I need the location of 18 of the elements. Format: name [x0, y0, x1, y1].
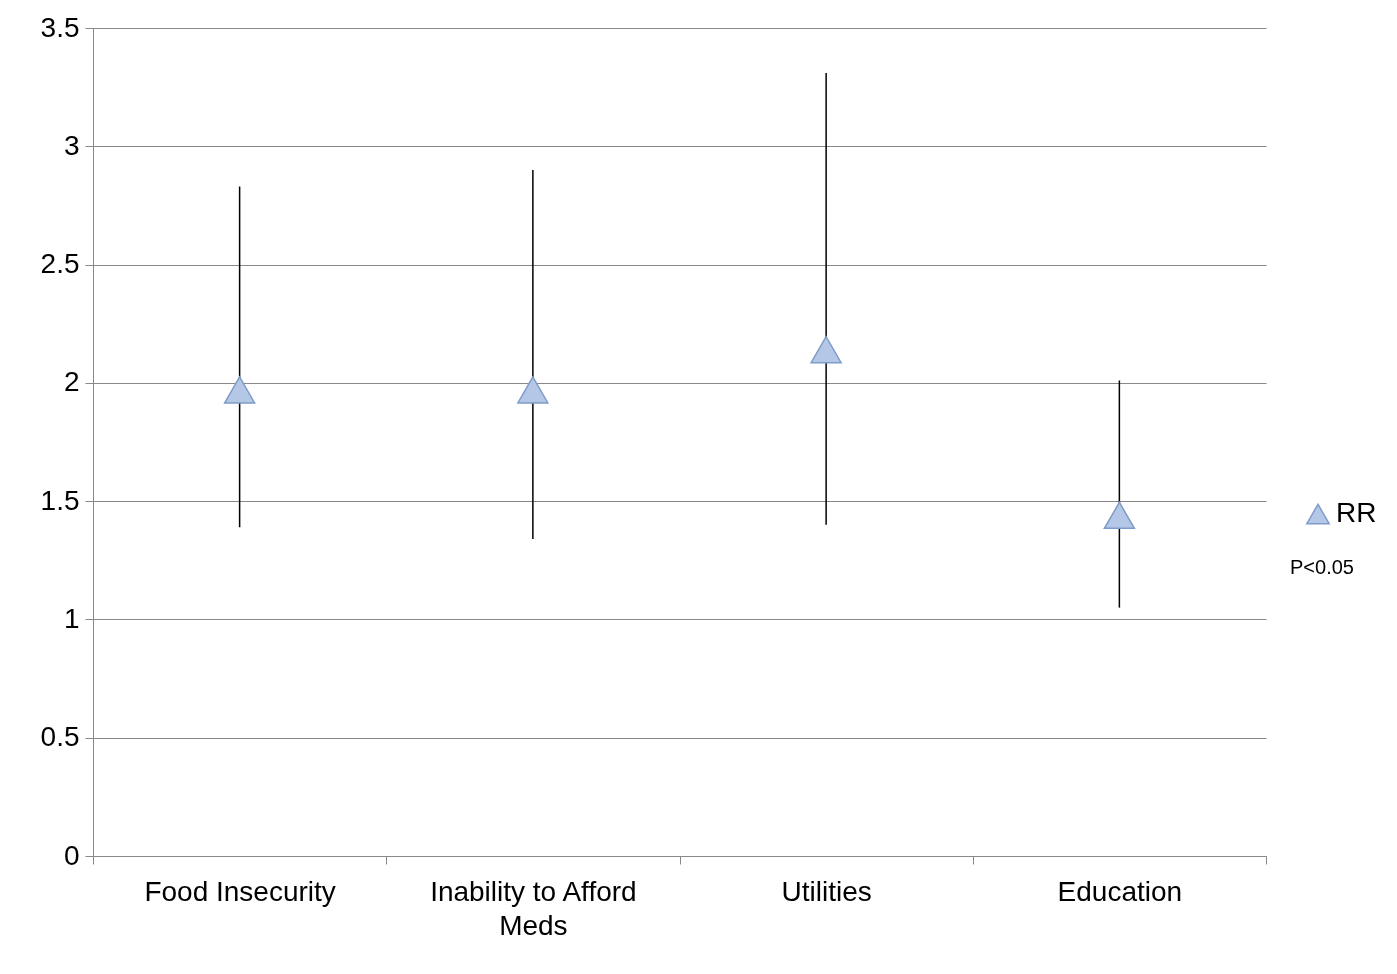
x-tick-label: Education	[1057, 875, 1183, 907]
point	[517, 376, 549, 404]
text: P<0.05	[1290, 556, 1354, 579]
y-tick-label: 1.5	[40, 484, 80, 516]
y-tick-label: 0	[63, 839, 80, 871]
y-tick-label: 2	[63, 366, 80, 398]
y-tick-label: 1	[63, 602, 80, 634]
y-tick-label: 3	[63, 129, 80, 161]
x-tick-label: Inability to Afford Meds	[430, 875, 637, 941]
point	[223, 376, 256, 404]
legend-label: RR	[1336, 496, 1377, 528]
x-tick-label: Utilities	[781, 875, 872, 907]
y-tick-label: 0.5	[40, 721, 80, 753]
x-tick-label: Food Insecurity	[144, 875, 336, 907]
point	[1103, 501, 1136, 530]
y-tick-label: 3.5	[40, 11, 80, 43]
y-tick-label: 2.5	[40, 248, 80, 280]
point	[810, 336, 842, 364]
